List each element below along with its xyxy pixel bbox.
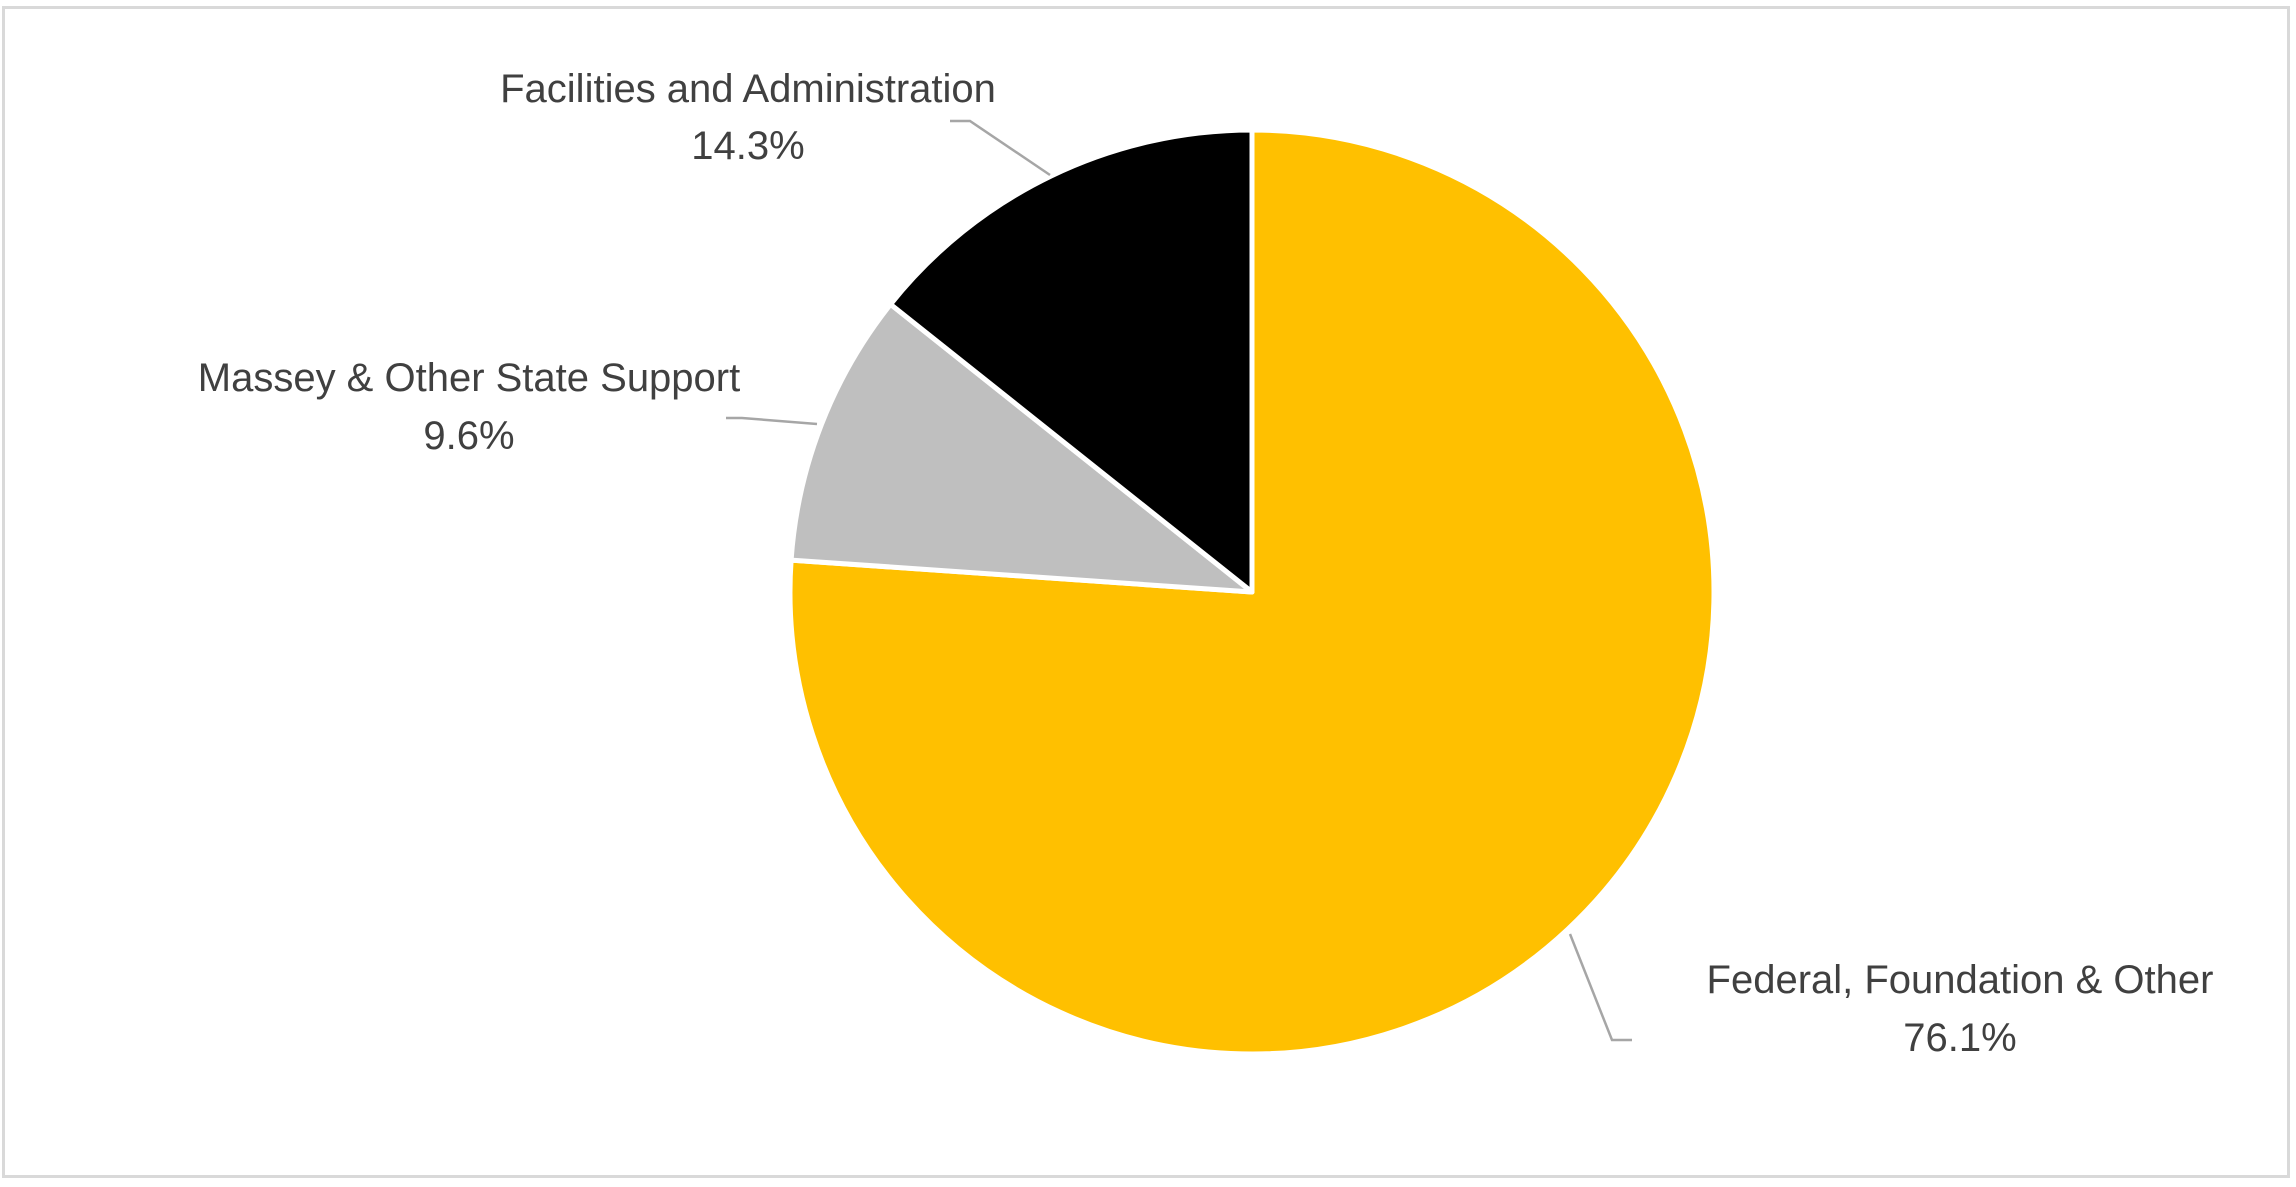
pie-slices [787, 127, 1717, 1057]
pie-slice-facilities [888, 127, 1255, 595]
data-label-federal-value: 76.1% [1903, 1016, 2016, 1060]
pie-slice-massey [788, 301, 1255, 595]
leader-line-massey [726, 416, 818, 426]
data-label-facilities-value: 14.3% [691, 124, 804, 168]
leader-line-federal [1568, 933, 1632, 1042]
leader-line-facilities [950, 119, 1051, 177]
data-label-massey-value: 9.6% [423, 414, 514, 458]
data-labels: Federal, Foundation & Other 76.1% Massey… [198, 67, 2214, 1060]
pie-slice-federal [787, 127, 1717, 1057]
leader-lines [726, 119, 1632, 1042]
data-label-facilities-name: Facilities and Administration [500, 67, 996, 111]
data-label-federal-name: Federal, Foundation & Other [1707, 958, 2214, 1002]
data-label-massey-name: Massey & Other State Support [198, 356, 740, 400]
